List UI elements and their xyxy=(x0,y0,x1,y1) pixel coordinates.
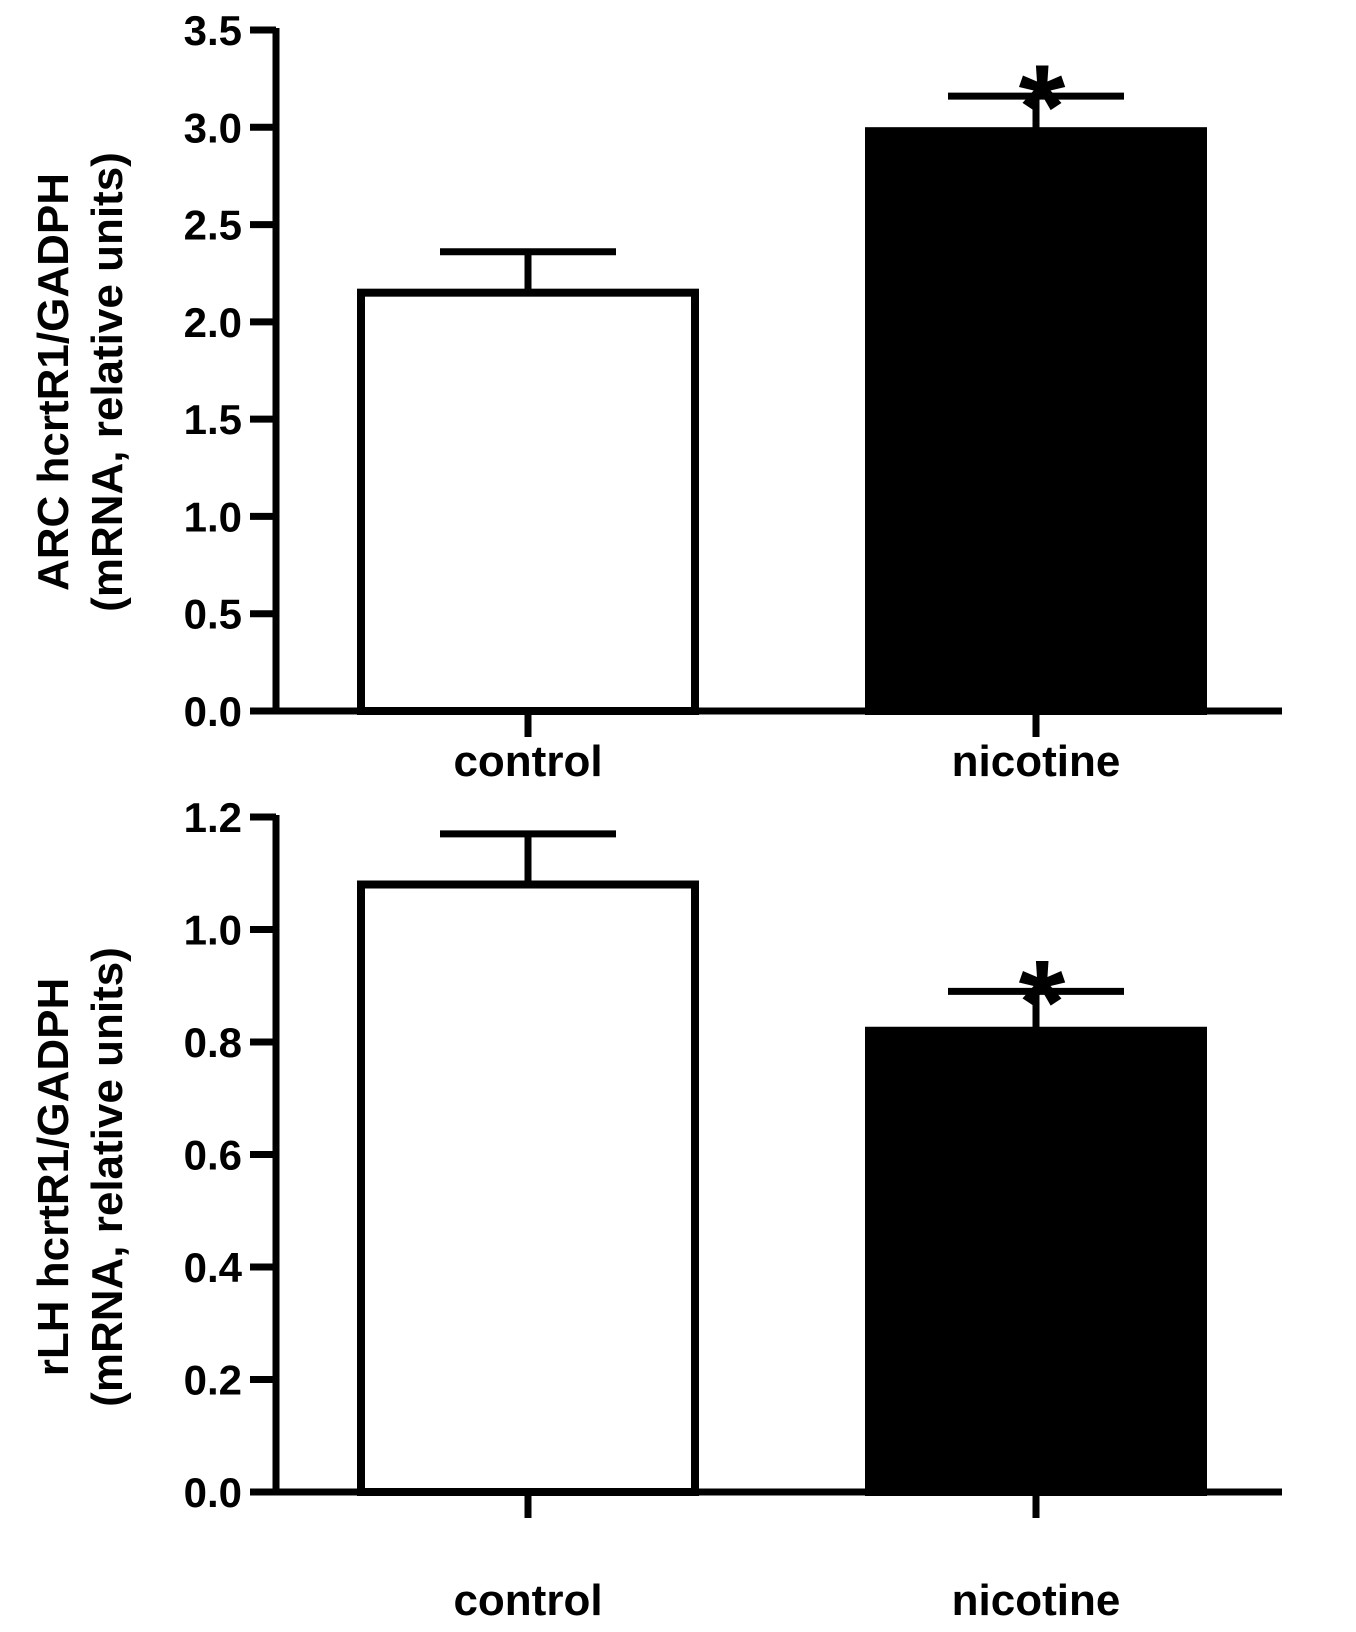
y-tick-label: 0.4 xyxy=(184,1244,243,1291)
y-tick-label: 0.5 xyxy=(184,591,242,638)
bar-nicotine xyxy=(865,1026,1207,1496)
chart-rlh: rLH hcrtR1/GADPH (mRNA, relative units) … xyxy=(29,794,1282,1625)
y-axis-title-line2: (mRNA, relative units) xyxy=(83,947,132,1407)
y-tick-label: 0.8 xyxy=(184,1019,242,1066)
y-tick-label: 3.0 xyxy=(184,104,242,151)
y-tick-label: 2.0 xyxy=(184,299,242,346)
y-tick-label: 1.5 xyxy=(184,396,242,443)
x-tick-label: control xyxy=(453,1576,602,1625)
bar-control xyxy=(357,880,699,1496)
chart-arc: ARC hcrtR1/GADPH (mRNA, relative units) … xyxy=(29,7,1282,786)
y-tick-label: 0.6 xyxy=(184,1132,242,1179)
y-tick-label: 2.5 xyxy=(184,202,242,249)
y-axis-title-line2: (mRNA, relative units) xyxy=(83,152,132,612)
y-tick-label: 3.5 xyxy=(184,7,242,54)
x-tick-label: control xyxy=(453,737,602,786)
y-tick-label: 1.2 xyxy=(184,794,242,841)
bar-nicotine xyxy=(865,127,1207,716)
x-tick-label: nicotine xyxy=(952,1576,1121,1625)
significance-marker: * xyxy=(1019,935,1066,1069)
y-tick-label: 0.2 xyxy=(184,1357,242,1404)
y-tick-label: 0.0 xyxy=(184,688,242,735)
y-tick-label: 0.0 xyxy=(184,1469,242,1516)
bar-control xyxy=(357,288,699,715)
y-tick-label: 1.0 xyxy=(184,907,242,954)
y-tick-label: 1.0 xyxy=(184,493,242,540)
significance-marker: * xyxy=(1019,40,1066,174)
y-axis-title-line1: rLH hcrtR1/GADPH xyxy=(29,978,78,1377)
x-tick-label: nicotine xyxy=(952,737,1121,786)
y-axis-title-line1: ARC hcrtR1/GADPH xyxy=(29,173,78,591)
